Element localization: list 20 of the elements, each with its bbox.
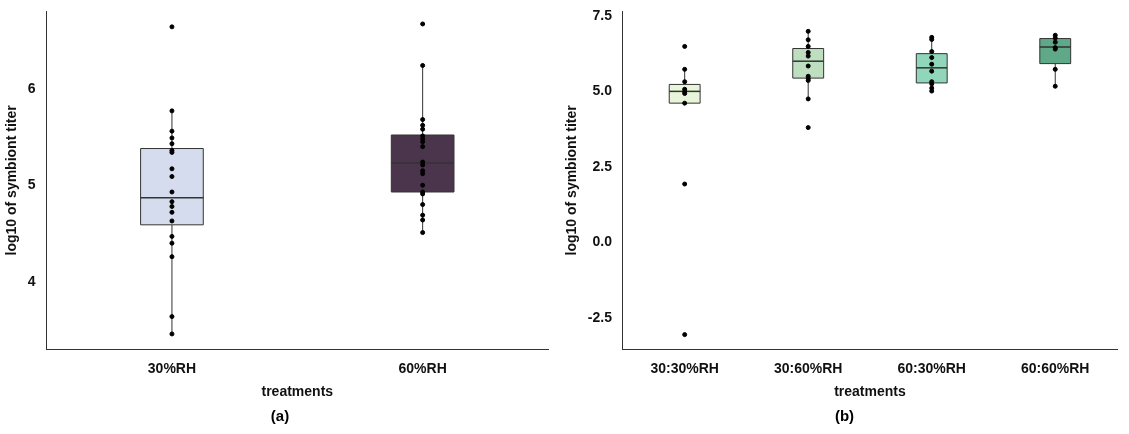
text: (a) — [269, 407, 291, 424]
x-tick-label: 60:60%RH — [1021, 359, 1090, 376]
x-tick-label: 30:60%RH — [773, 359, 843, 376]
x-tick-label: 30%RH — [147, 359, 197, 376]
x-axis-title: treatments — [834, 383, 906, 400]
y-tick-label: 7.5 — [592, 6, 613, 23]
y-tick-label: 5 — [27, 176, 36, 193]
x-tick-label: 60:30%RH — [897, 359, 966, 376]
y-tick-label: 4 — [27, 272, 36, 289]
y-tick-label: 0.0 — [592, 233, 613, 250]
y-axis-title: log10 of symbiont titer — [3, 104, 20, 256]
y-tick-label: 2.5 — [592, 157, 613, 174]
text: (b) — [833, 407, 856, 424]
x-axis-title: treatments — [261, 383, 334, 400]
y-axis-title: log10 of symbiont titer — [563, 104, 580, 256]
y-tick-label: 5.0 — [592, 82, 613, 99]
x-tick-label: 30:30%RH — [650, 359, 719, 376]
x-tick-label: 60%RH — [398, 359, 447, 376]
y-tick-label: 6 — [27, 79, 36, 96]
y-tick-label: -2.5 — [587, 308, 613, 325]
